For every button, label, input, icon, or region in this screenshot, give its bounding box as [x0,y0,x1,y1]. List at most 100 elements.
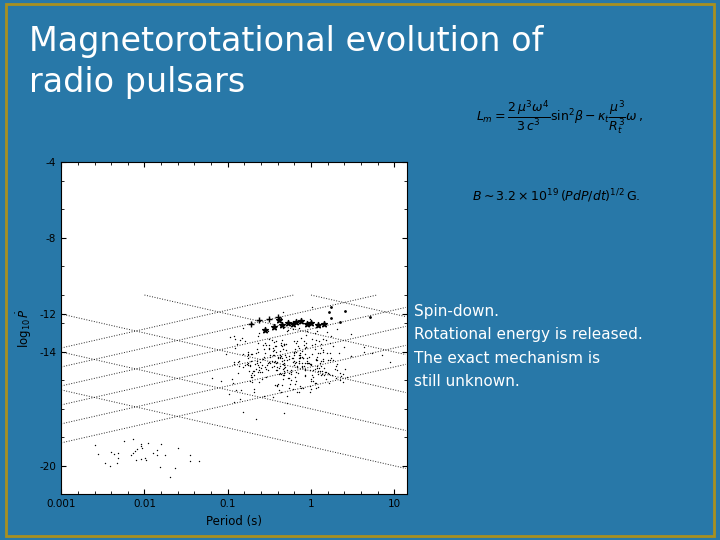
Point [250,349,261,357]
Point [112,454,124,463]
Point [291,368,302,377]
Point [228,398,240,407]
Point [233,362,245,370]
Point [277,370,289,379]
Point [302,359,313,367]
Point [262,359,274,367]
Point [258,353,270,362]
Point [321,349,333,357]
Point [237,334,248,342]
Point [288,361,300,369]
Point [304,359,315,367]
Point [253,316,265,325]
Point [312,353,323,362]
Point [228,360,240,368]
Point [301,353,312,362]
Point [287,354,299,362]
Point [266,350,278,359]
Point [310,379,321,388]
Point [237,363,248,372]
Point [228,357,240,366]
Point [270,359,282,367]
Point [274,369,285,377]
Point [296,353,307,361]
Point [276,336,288,345]
Point [253,362,265,371]
Point [323,370,335,379]
Point [299,366,310,374]
Point [300,364,311,373]
Point [297,347,308,355]
Point [241,360,253,368]
Point [289,380,301,388]
Point [277,375,289,384]
Point [271,358,283,367]
Point [154,463,166,471]
Point [276,380,287,389]
Point [305,360,317,368]
Point [275,369,287,378]
Point [246,373,257,381]
Point [311,355,323,364]
Point [305,376,317,385]
Point [279,364,290,373]
Point [289,345,300,354]
Point [269,338,280,346]
Point [277,345,289,354]
Point [151,446,163,455]
Point [269,342,281,350]
Point [223,389,235,398]
Point [359,342,370,351]
Point [254,368,266,376]
Point [277,365,289,374]
Point [279,359,290,368]
Point [264,350,276,359]
Point [310,336,321,345]
Point [259,362,271,371]
Point [288,337,300,346]
Point [148,449,159,457]
Point [184,456,196,465]
Point [327,355,338,364]
Point [315,359,326,367]
Point [227,375,238,383]
Point [310,355,322,363]
Point [273,363,284,372]
Point [275,314,287,322]
Point [318,363,330,372]
Point [325,353,337,362]
Point [229,334,240,343]
Point [136,443,148,452]
Point [278,340,289,349]
Point [125,451,137,460]
Point [256,375,268,383]
Point [257,341,269,349]
Point [278,370,289,379]
Point [268,323,279,332]
Point [309,345,320,353]
Point [301,320,312,328]
Point [334,376,346,384]
Point [292,362,303,370]
Point [279,350,291,359]
Point [282,355,293,364]
Point [273,354,284,362]
Point [328,342,339,350]
Point [232,357,243,366]
Point [140,456,152,464]
Point [300,330,312,339]
Point [287,385,298,394]
Point [285,366,297,374]
Point [282,366,293,375]
Point [339,306,351,315]
Point [89,441,101,450]
Point [246,349,258,358]
Point [290,339,302,348]
Point [261,361,273,369]
Point [246,373,258,381]
Point [293,358,305,367]
Point [111,458,122,467]
Point [255,364,266,373]
Point [307,366,319,375]
Point [275,387,287,396]
